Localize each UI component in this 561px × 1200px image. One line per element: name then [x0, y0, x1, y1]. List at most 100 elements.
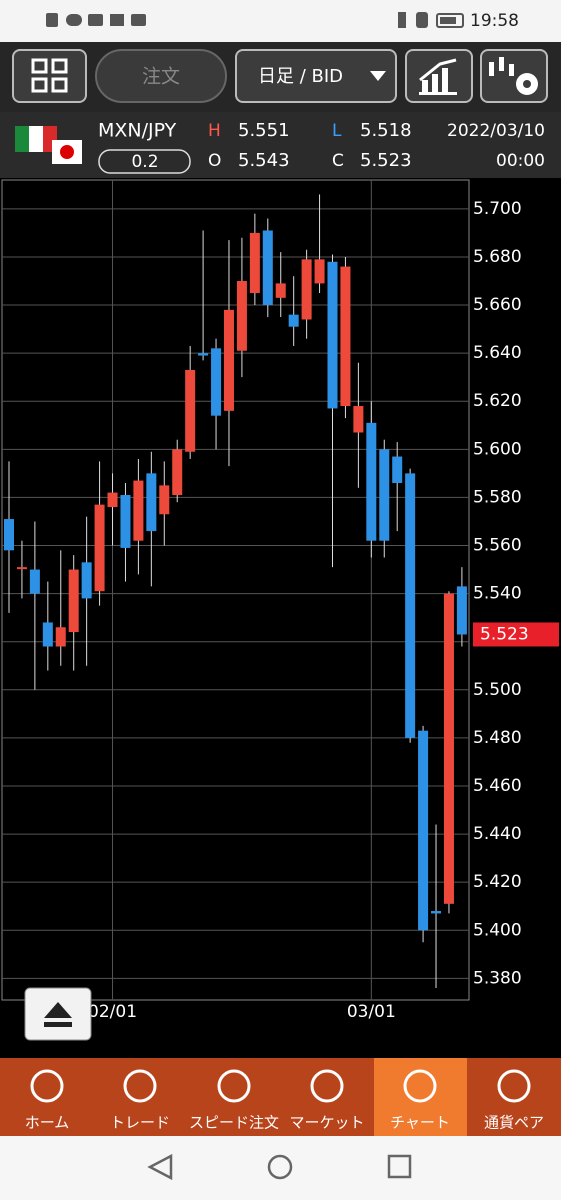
high: 5.551: [238, 120, 290, 141]
last-price-label: 5.523: [480, 624, 529, 644]
x-tick-label: 03/01: [347, 1002, 396, 1022]
candle-body: [159, 485, 170, 515]
y-tick-label: 5.700: [473, 199, 522, 219]
nav-icon: [497, 1069, 531, 1103]
close-label: C: [332, 151, 344, 171]
nav-item[interactable]: チャート: [390, 1069, 450, 1132]
flags: [15, 126, 82, 164]
candle-body: [379, 449, 390, 541]
bottom-nav: [0, 1058, 561, 1136]
nav-label: ホーム: [25, 1114, 70, 1132]
plot-area: [1, 179, 470, 1001]
candle-body: [443, 593, 454, 904]
candle-body: [120, 495, 131, 548]
y-tick-label: 5.440: [473, 824, 522, 844]
nav-label: スピード注文: [189, 1114, 279, 1132]
quote-panel: [0, 112, 561, 178]
candle-body: [392, 456, 403, 483]
low: 5.518: [360, 120, 412, 141]
open-label: O: [208, 151, 221, 171]
nav-icon: [310, 1069, 344, 1103]
y-tick-label: 5.400: [473, 920, 522, 940]
nav-item[interactable]: 通貨ペア: [484, 1069, 544, 1132]
candle-body: [456, 586, 467, 635]
nav-label: チャート: [390, 1114, 450, 1132]
candle-body: [288, 314, 299, 327]
y-tick-label: 5.660: [473, 295, 522, 315]
y-tick-label: 5.620: [473, 391, 522, 411]
order-button[interactable]: 注文: [95, 49, 227, 103]
candle-body: [275, 283, 286, 298]
candle-body: [94, 504, 105, 592]
last-price-marker: [473, 622, 559, 647]
nav-item[interactable]: マーケット: [289, 1069, 365, 1132]
candle-body: [431, 911, 442, 914]
candle-body: [42, 622, 53, 647]
y-tick-label: 5.420: [473, 872, 522, 892]
nav-item[interactable]: トレード: [110, 1069, 170, 1132]
system-nav: [0, 1136, 561, 1200]
period-select[interactable]: 日足 / BID: [235, 49, 397, 103]
spread: 0.2: [131, 152, 158, 172]
candle-body: [81, 562, 92, 599]
low-label: L: [332, 121, 342, 141]
candle-body: [16, 567, 27, 570]
candle-body: [55, 627, 66, 647]
candle-body: [68, 569, 79, 633]
system-buttons: [147, 1153, 412, 1181]
clock: 19:58: [470, 11, 519, 31]
y-tick-label: 5.640: [473, 343, 522, 363]
candle-body: [107, 492, 118, 508]
settings-button[interactable]: [480, 49, 548, 103]
y-tick-label: 5.600: [473, 439, 522, 459]
date: 2022/03/10: [447, 121, 545, 141]
candle-body: [327, 261, 338, 409]
nav-label: 通貨ペア: [484, 1114, 544, 1132]
y-tick-label: 5.380: [473, 968, 522, 988]
nav-icon: [30, 1069, 64, 1103]
nav-item[interactable]: スピード注文: [189, 1069, 279, 1132]
open: 5.543: [238, 150, 290, 171]
candle-body: [223, 309, 234, 411]
candle-body: [172, 449, 183, 496]
order-label: 注文: [142, 66, 180, 88]
nav-label: マーケット: [289, 1114, 364, 1132]
candle-body: [340, 266, 351, 407]
candle-body: [405, 473, 416, 738]
spread-box: [98, 149, 191, 174]
candle-body: [29, 569, 40, 594]
y-tick-label: 5.540: [473, 584, 522, 604]
collapse-button[interactable]: [24, 987, 92, 1041]
period-label: 日足 / BID: [258, 66, 343, 87]
x-tick-label: 02/01: [88, 1002, 137, 1022]
candle-body: [4, 519, 14, 551]
menu-button[interactable]: [12, 49, 87, 103]
candle-body: [236, 280, 247, 351]
y-tick-label: 5.580: [473, 487, 522, 507]
nav-item[interactable]: ホーム: [25, 1069, 70, 1132]
y-tick-label: 5.560: [473, 536, 522, 556]
candle-body: [185, 369, 196, 452]
nav-icon: [123, 1069, 157, 1103]
pair: MXN/JPY: [98, 120, 177, 142]
candle-body: [249, 232, 260, 294]
candle-body: [418, 730, 429, 931]
time: 00:00: [496, 151, 545, 171]
candle-body: [146, 473, 157, 532]
candle-body: [133, 480, 144, 541]
indicator-button[interactable]: [405, 49, 473, 103]
nav-label: トレード: [110, 1114, 170, 1132]
candle-body: [211, 348, 222, 416]
nav-icon: [217, 1069, 251, 1103]
status-icons: [46, 12, 464, 28]
high-label: H: [208, 121, 221, 141]
y-tick-label: 5.480: [473, 728, 522, 748]
y-tick-label: 5.500: [473, 680, 522, 700]
y-tick-label: 5.680: [473, 247, 522, 267]
y-tick-label: 5.460: [473, 776, 522, 796]
candle-body: [198, 353, 209, 356]
chart: 5.3805.4005.4205.4405.4605.4805.5005.520…: [2, 180, 559, 1022]
candle-body: [314, 259, 325, 284]
